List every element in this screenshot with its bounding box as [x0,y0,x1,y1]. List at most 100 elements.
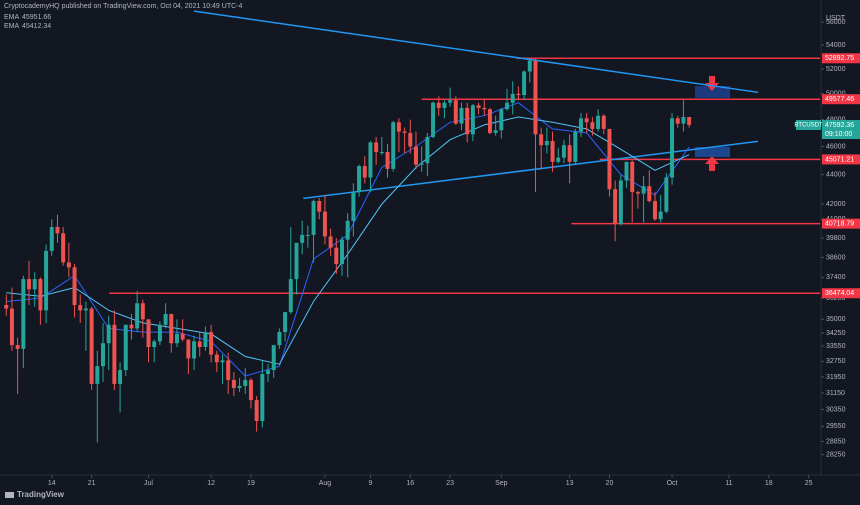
candle-body [271,345,276,371]
candle-body [231,379,236,388]
candle-body [180,333,185,340]
candle-body [408,132,413,147]
candle-body [340,239,344,265]
candle-body [32,279,37,290]
candle-body [681,117,686,124]
level-label-box [822,218,860,229]
candle-body [334,247,339,265]
candle-body [44,250,49,311]
candle-body [328,236,333,248]
candle-body [505,102,510,110]
candle-body [459,107,464,124]
x-tick-label: Sep [495,480,508,487]
candle-body [493,130,498,133]
candle-body [317,201,322,212]
y-tick-label: 52000 [826,66,846,73]
y-tick-label: 39800 [826,235,846,242]
candle-body [635,192,640,194]
x-tick-label: 20 [606,480,614,487]
candle-body [15,345,20,349]
candle-body [385,152,390,169]
candle-body [21,279,26,349]
candle-body [157,324,162,342]
candle-body [38,279,43,311]
candle-body [288,279,293,313]
level-label-box [822,288,860,299]
plot-area [4,10,820,443]
candle-body [425,136,430,164]
x-tick-label: 19 [247,480,255,487]
y-tick-label: 44000 [826,171,846,178]
candle-body [573,131,578,162]
candle-body [431,102,436,137]
y-tick-label: 34250 [826,330,846,337]
candle-body [106,324,111,344]
candle-body [482,107,487,110]
candle-body [72,267,77,306]
level-label: 45071.21 [825,156,854,163]
candle-body [294,242,299,280]
y-tick-label: 30350 [826,406,846,413]
legend-name: EMA [4,14,20,21]
level-label-box [822,94,860,105]
candle-body [550,141,555,162]
candle-body [214,354,219,363]
last-price-box [822,120,860,140]
y-tick-label: 29550 [826,423,846,430]
candle-body [66,262,71,268]
x-tick-label: 13 [566,480,574,487]
candle-body [419,163,424,165]
candle-body [357,166,362,193]
y-tick-label: 50000 [826,91,846,98]
candle-body [624,161,629,181]
candle-body [413,146,418,165]
candle-body [374,142,379,153]
candle-body [590,122,595,129]
candle-body [55,227,60,234]
candle-body [209,332,214,355]
x-tick-label: 12 [207,480,215,487]
candle-body [544,141,549,146]
candle-body [163,313,168,325]
candle-body [561,145,566,158]
arrow-up [705,156,719,171]
candle-body [470,105,475,135]
candle-body [687,117,692,125]
level-label: 52892.75 [825,55,854,62]
candle-body [596,115,601,129]
trendline [303,140,759,200]
candle-body [658,211,663,220]
candle-body [522,71,527,96]
candle-body [362,166,367,178]
candle-body [112,324,117,384]
candle-body [4,305,9,309]
candle-body [607,128,612,190]
level-label: 49577.46 [825,96,854,103]
currency-label: USDT [826,15,846,22]
candle-body [95,366,100,384]
x-tick-label: 11 [725,480,732,487]
y-tick-label: 31950 [826,374,846,381]
trendline [193,10,759,94]
candle-body [527,60,532,72]
x-tick-label: 14 [48,480,56,487]
candle-body [186,339,191,359]
candle-body [510,93,515,103]
y-tick-label: 42000 [826,201,846,208]
y-tick-label: 31150 [826,390,845,397]
y-tick-label: 46000 [826,143,846,150]
y-tick-label: 32750 [826,358,846,365]
brand-logo [5,492,14,498]
candle-body [368,142,373,178]
candle-body [448,100,453,103]
candle-body [487,109,492,133]
last-price-label: 47592.36 [825,122,854,129]
candle-body [123,324,128,371]
candle-body [670,118,675,178]
candle-body [584,118,589,123]
candle-body [220,360,225,363]
candle-body [396,122,401,132]
candle-body [322,211,327,237]
candle-body [61,233,66,263]
